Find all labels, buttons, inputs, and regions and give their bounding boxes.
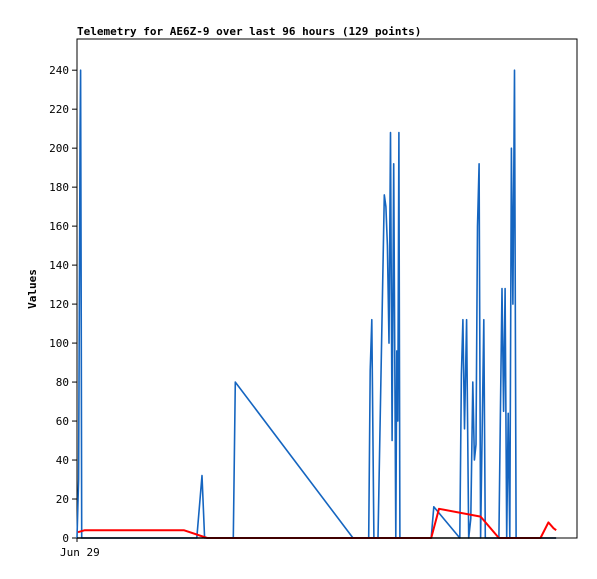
y-tick-label: 160 [49, 220, 69, 233]
y-tick-label: 120 [49, 298, 69, 311]
y-tick-label: 20 [56, 493, 69, 506]
y-tick-label: 220 [49, 103, 69, 116]
series-layer [76, 69, 557, 539]
y-tick-label: 60 [56, 415, 69, 428]
plot-area-frame [76, 38, 578, 539]
y-tick-label: 100 [49, 337, 69, 350]
series-line-red [77, 507, 557, 539]
y-tick-label: 140 [49, 259, 69, 272]
series-line-blue [76, 69, 557, 539]
y-axis-ticks: 0 20 40 60 80 100 120 140 160 180 200 220 240 [49, 64, 77, 545]
y-tick-label: 80 [56, 376, 69, 389]
y-axis-label: Values [26, 269, 39, 309]
chart-title: Telemetry for AE6Z-9 over last 96 hours … [77, 25, 421, 38]
x-tick-label: Jun 29 [60, 546, 100, 559]
y-tick-label: 40 [56, 454, 69, 467]
y-tick-label: 0 [62, 532, 69, 545]
y-tick-label: 240 [49, 64, 69, 77]
y-tick-label: 180 [49, 181, 69, 194]
y-tick-label: 200 [49, 142, 69, 155]
